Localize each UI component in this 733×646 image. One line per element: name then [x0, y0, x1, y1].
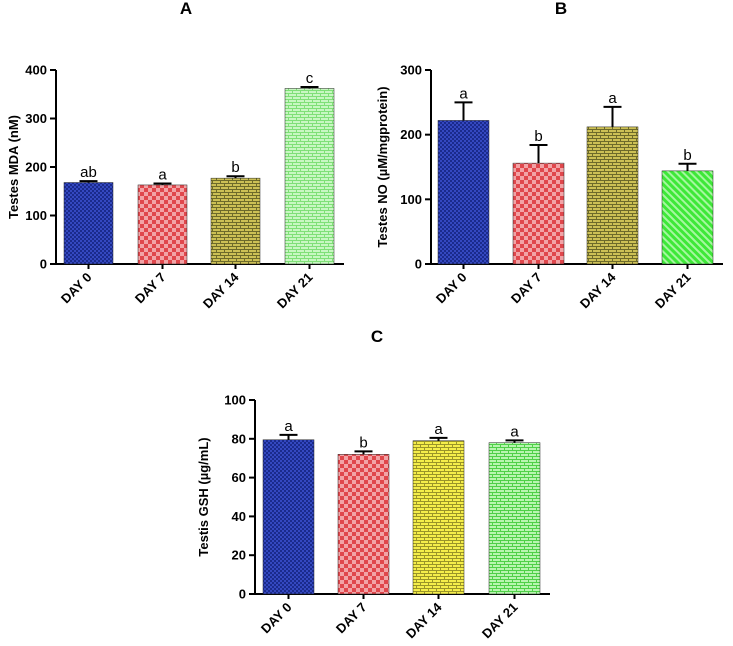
panel-b-bar	[661, 170, 714, 265]
panel-b-category-label: DAY 7	[508, 270, 545, 307]
panel-c-bar	[412, 440, 465, 595]
panel-c-significance-label: a	[510, 423, 519, 440]
panel-a-significance-label: ab	[80, 164, 97, 181]
panel-c-bar	[262, 439, 315, 595]
panel-b-significance-label: a	[608, 90, 617, 107]
panel-c-category-label: DAY 0	[258, 600, 295, 637]
panel-c-ytick-label: 80	[232, 431, 246, 446]
panel-c-ytick-label: 40	[232, 509, 246, 524]
panel-b-category-label: DAY 14	[577, 269, 619, 311]
panel-b-bar	[437, 120, 490, 265]
panel-b-significance-label: a	[459, 85, 468, 102]
panel-a-bar	[137, 184, 188, 265]
panel-b-category-label: DAY 21	[652, 270, 694, 312]
panel-c-ytick-label: 0	[239, 587, 246, 602]
panel-a-bar	[63, 182, 114, 265]
panel-a-ytick-label: 0	[40, 257, 47, 272]
panel-a-ytick-label: 200	[25, 160, 47, 175]
panel-b-ytick-label: 200	[400, 127, 422, 142]
panel-a-bar	[210, 177, 261, 265]
panel-b-letter: B	[555, 0, 567, 18]
panel-c-category-label: DAY 7	[333, 600, 370, 637]
panel-b-significance-label: b	[534, 128, 542, 145]
panel-b-bar	[512, 162, 565, 265]
panel-c-bar	[337, 454, 390, 595]
panel-a-category-label: DAY 21	[274, 270, 316, 312]
panel-c-y-axis-title: Testis GSH (µg/mL)	[196, 437, 211, 556]
panel-c-ytick-label: 100	[224, 393, 246, 408]
panel-a-significance-label: b	[231, 159, 239, 176]
panel-b-ytick-label: 100	[400, 192, 422, 207]
panel-a-letter: A	[180, 0, 192, 18]
panel-b-category-label: DAY 0	[433, 270, 470, 307]
panel-a-bar	[284, 88, 335, 265]
panel-a-category-label: DAY 7	[132, 270, 169, 307]
panel-c-bar	[488, 442, 541, 595]
panel-b-ytick-label: 0	[415, 257, 422, 272]
panel-a-chart: A 0 100 200 300 400 Testes MDA (nM) ab DAY 0 a DAY…	[6, 0, 344, 311]
panel-a-ytick-label: 300	[25, 111, 47, 126]
panel-a-significance-label: c	[306, 70, 314, 87]
panel-c-chart: C 0 20 40 60 80 100 Testis GSH (µg/mL) a DAY 0 b DA…	[196, 327, 550, 641]
panel-c-significance-label: b	[359, 434, 367, 451]
panel-a-category-label: DAY 0	[58, 270, 95, 307]
panel-a-significance-label: a	[158, 166, 167, 183]
panel-a-ytick-label: 400	[25, 63, 47, 78]
panel-c-letter: C	[371, 327, 383, 346]
panel-b-significance-label: b	[683, 147, 691, 164]
panel-c-ytick-label: 20	[232, 548, 246, 563]
panel-a-y-axis-title: Testes MDA (nM)	[6, 115, 21, 219]
panel-c-category-label: DAY 21	[479, 600, 521, 642]
panel-b-bar	[586, 126, 639, 265]
panel-c-significance-label: a	[434, 421, 443, 438]
panel-b-chart: B 0 100 200 300 Testes NO (µM/mgprotein) a DAY …	[375, 0, 723, 311]
panel-c-category-label: DAY 14	[403, 599, 445, 641]
panel-a-category-label: DAY 14	[200, 269, 242, 311]
panel-b-y-axis-title: Testes NO (µM/mgprotein)	[375, 86, 390, 247]
panel-a-ytick-label: 100	[25, 208, 47, 223]
panel-c-significance-label: a	[284, 418, 293, 435]
panel-b-ytick-label: 300	[400, 63, 422, 78]
panel-c-ytick-label: 60	[232, 470, 246, 485]
